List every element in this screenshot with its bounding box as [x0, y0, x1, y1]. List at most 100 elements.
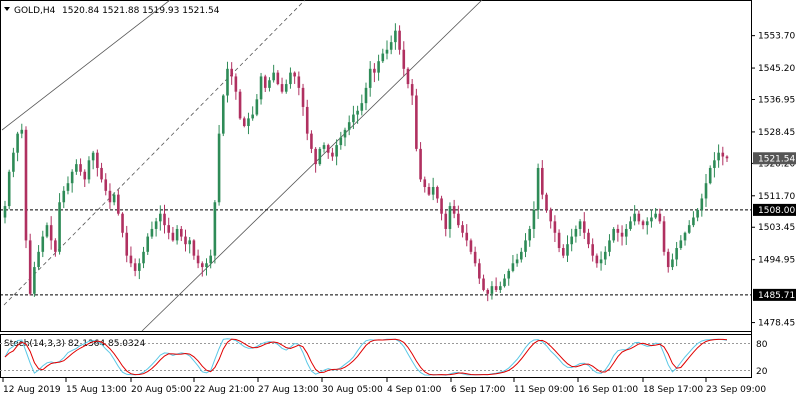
time-tick-label: 16 Sep 01:00	[578, 385, 638, 395]
candle-bear	[402, 49, 406, 69]
candle-bull	[574, 228, 578, 237]
candle-bear	[541, 167, 544, 195]
stoch-main-line	[4, 338, 728, 376]
candle-bear	[263, 76, 267, 88]
price-axis: 1553.70 1545.20 1536.95 1528.45 1520.20 1511.…	[751, 32, 795, 329]
channel-mid-dashed[interactable]	[3, 0, 306, 306]
candle-bear	[196, 255, 200, 264]
stoch-level-20-label: 20	[756, 367, 768, 377]
candle-bull	[112, 194, 116, 203]
candle-bull	[251, 114, 254, 119]
candle-bear	[465, 232, 469, 241]
candle-bear	[545, 194, 548, 210]
candle-bull	[683, 232, 687, 241]
candle-bear	[557, 232, 561, 249]
candle-bull	[490, 286, 494, 294]
price-tick-label: 1494.95	[758, 256, 795, 266]
candle-bear	[171, 232, 175, 241]
candle-bear	[301, 87, 305, 107]
candle-bear	[436, 187, 439, 199]
current-price-badge-bg	[753, 152, 796, 165]
candle-bull	[154, 221, 158, 229]
channel-lower[interactable]	[141, 0, 483, 332]
chart-header: GOLD,H4 1520.84 1521.88 1519.93 1521.54	[4, 6, 220, 16]
time-tick-label: 20 Aug 05:00	[131, 385, 192, 395]
trend-channel[interactable]	[1, 0, 483, 332]
candle-bear	[297, 76, 301, 88]
candle-bull	[37, 251, 40, 268]
candle-bull	[629, 221, 632, 229]
candle-bear	[192, 240, 196, 256]
candle-bear	[96, 152, 99, 168]
candle-bear	[721, 152, 725, 157]
candle-bear	[117, 194, 120, 214]
candle-bear	[478, 263, 481, 279]
candle-bull	[696, 209, 699, 218]
low-level-label: 1485.71	[758, 291, 795, 301]
candle-bull	[16, 133, 19, 153]
candle-bear	[427, 187, 431, 195]
time-tick-label: 30 Aug 05:00	[322, 385, 383, 395]
price-tick-label: 1478.45	[758, 319, 795, 329]
candle-bull	[566, 244, 569, 256]
candle-bull	[3, 206, 7, 218]
candle-bear	[666, 251, 670, 268]
candle-bull	[608, 240, 611, 252]
candlestick-series	[3, 23, 729, 302]
candle-bull	[687, 225, 691, 233]
candle-bull	[268, 80, 271, 88]
time-axis: 12 Aug 2019 15 Aug 13:00 20 Aug 05:00 22 Au…	[2, 378, 766, 395]
candle-bear	[314, 148, 317, 165]
candle-bull	[520, 251, 523, 260]
candle-bull	[650, 217, 653, 222]
candle-bull	[394, 30, 397, 43]
candle-bull	[603, 251, 607, 260]
candle-bear	[553, 221, 557, 233]
candle-bear	[494, 286, 498, 290]
candle-bull	[217, 133, 221, 203]
candle-bull	[322, 145, 326, 149]
candle-bull	[704, 183, 708, 199]
candle-bear	[595, 255, 599, 264]
candle-bull	[708, 167, 712, 184]
candle-bull	[335, 145, 338, 157]
price-tick-label: 1528.45	[758, 128, 795, 138]
candle-bull	[255, 99, 259, 115]
candle-bear	[423, 179, 427, 188]
candle-bull	[33, 267, 36, 294]
candle-bear	[549, 209, 552, 222]
candle-bull	[7, 171, 11, 207]
candle-bear	[24, 129, 28, 241]
candle-bear	[238, 91, 242, 119]
time-tick-label: 11 Sep 09:00	[514, 385, 574, 395]
candle-bear	[326, 145, 330, 153]
price-tick-label: 1553.70	[758, 32, 795, 42]
candle-bear	[184, 236, 187, 245]
candle-bear	[108, 190, 112, 203]
candle-bull	[62, 190, 66, 203]
price-tick-label: 1511.70	[758, 192, 795, 202]
candle-bull	[247, 118, 250, 127]
channel-upper-left[interactable]	[1, 0, 171, 131]
candle-bull	[612, 228, 615, 241]
price-panel[interactable]	[0, 0, 752, 332]
candle-bear	[591, 244, 594, 256]
support-level-badge: 1508.00	[753, 203, 796, 216]
candle-bear	[410, 84, 414, 96]
candle-bull	[41, 236, 45, 252]
candle-bear	[180, 228, 183, 237]
stochastic-label: Stoch(14,3,3) 82.1364 85.0324	[4, 339, 145, 349]
candle-bull	[381, 53, 385, 62]
candle-bull	[528, 228, 532, 241]
time-tick-label: 27 Aug 13:00	[258, 385, 319, 395]
candle-bear	[331, 152, 334, 157]
dropdown-triangle-icon[interactable]	[4, 7, 10, 11]
candle-bull	[339, 137, 343, 146]
candle-bear	[587, 232, 590, 245]
current-price-badge: 1521.54	[753, 152, 796, 165]
candle-bull	[75, 164, 78, 172]
candle-bull	[645, 221, 649, 226]
candle-bull	[259, 76, 263, 100]
